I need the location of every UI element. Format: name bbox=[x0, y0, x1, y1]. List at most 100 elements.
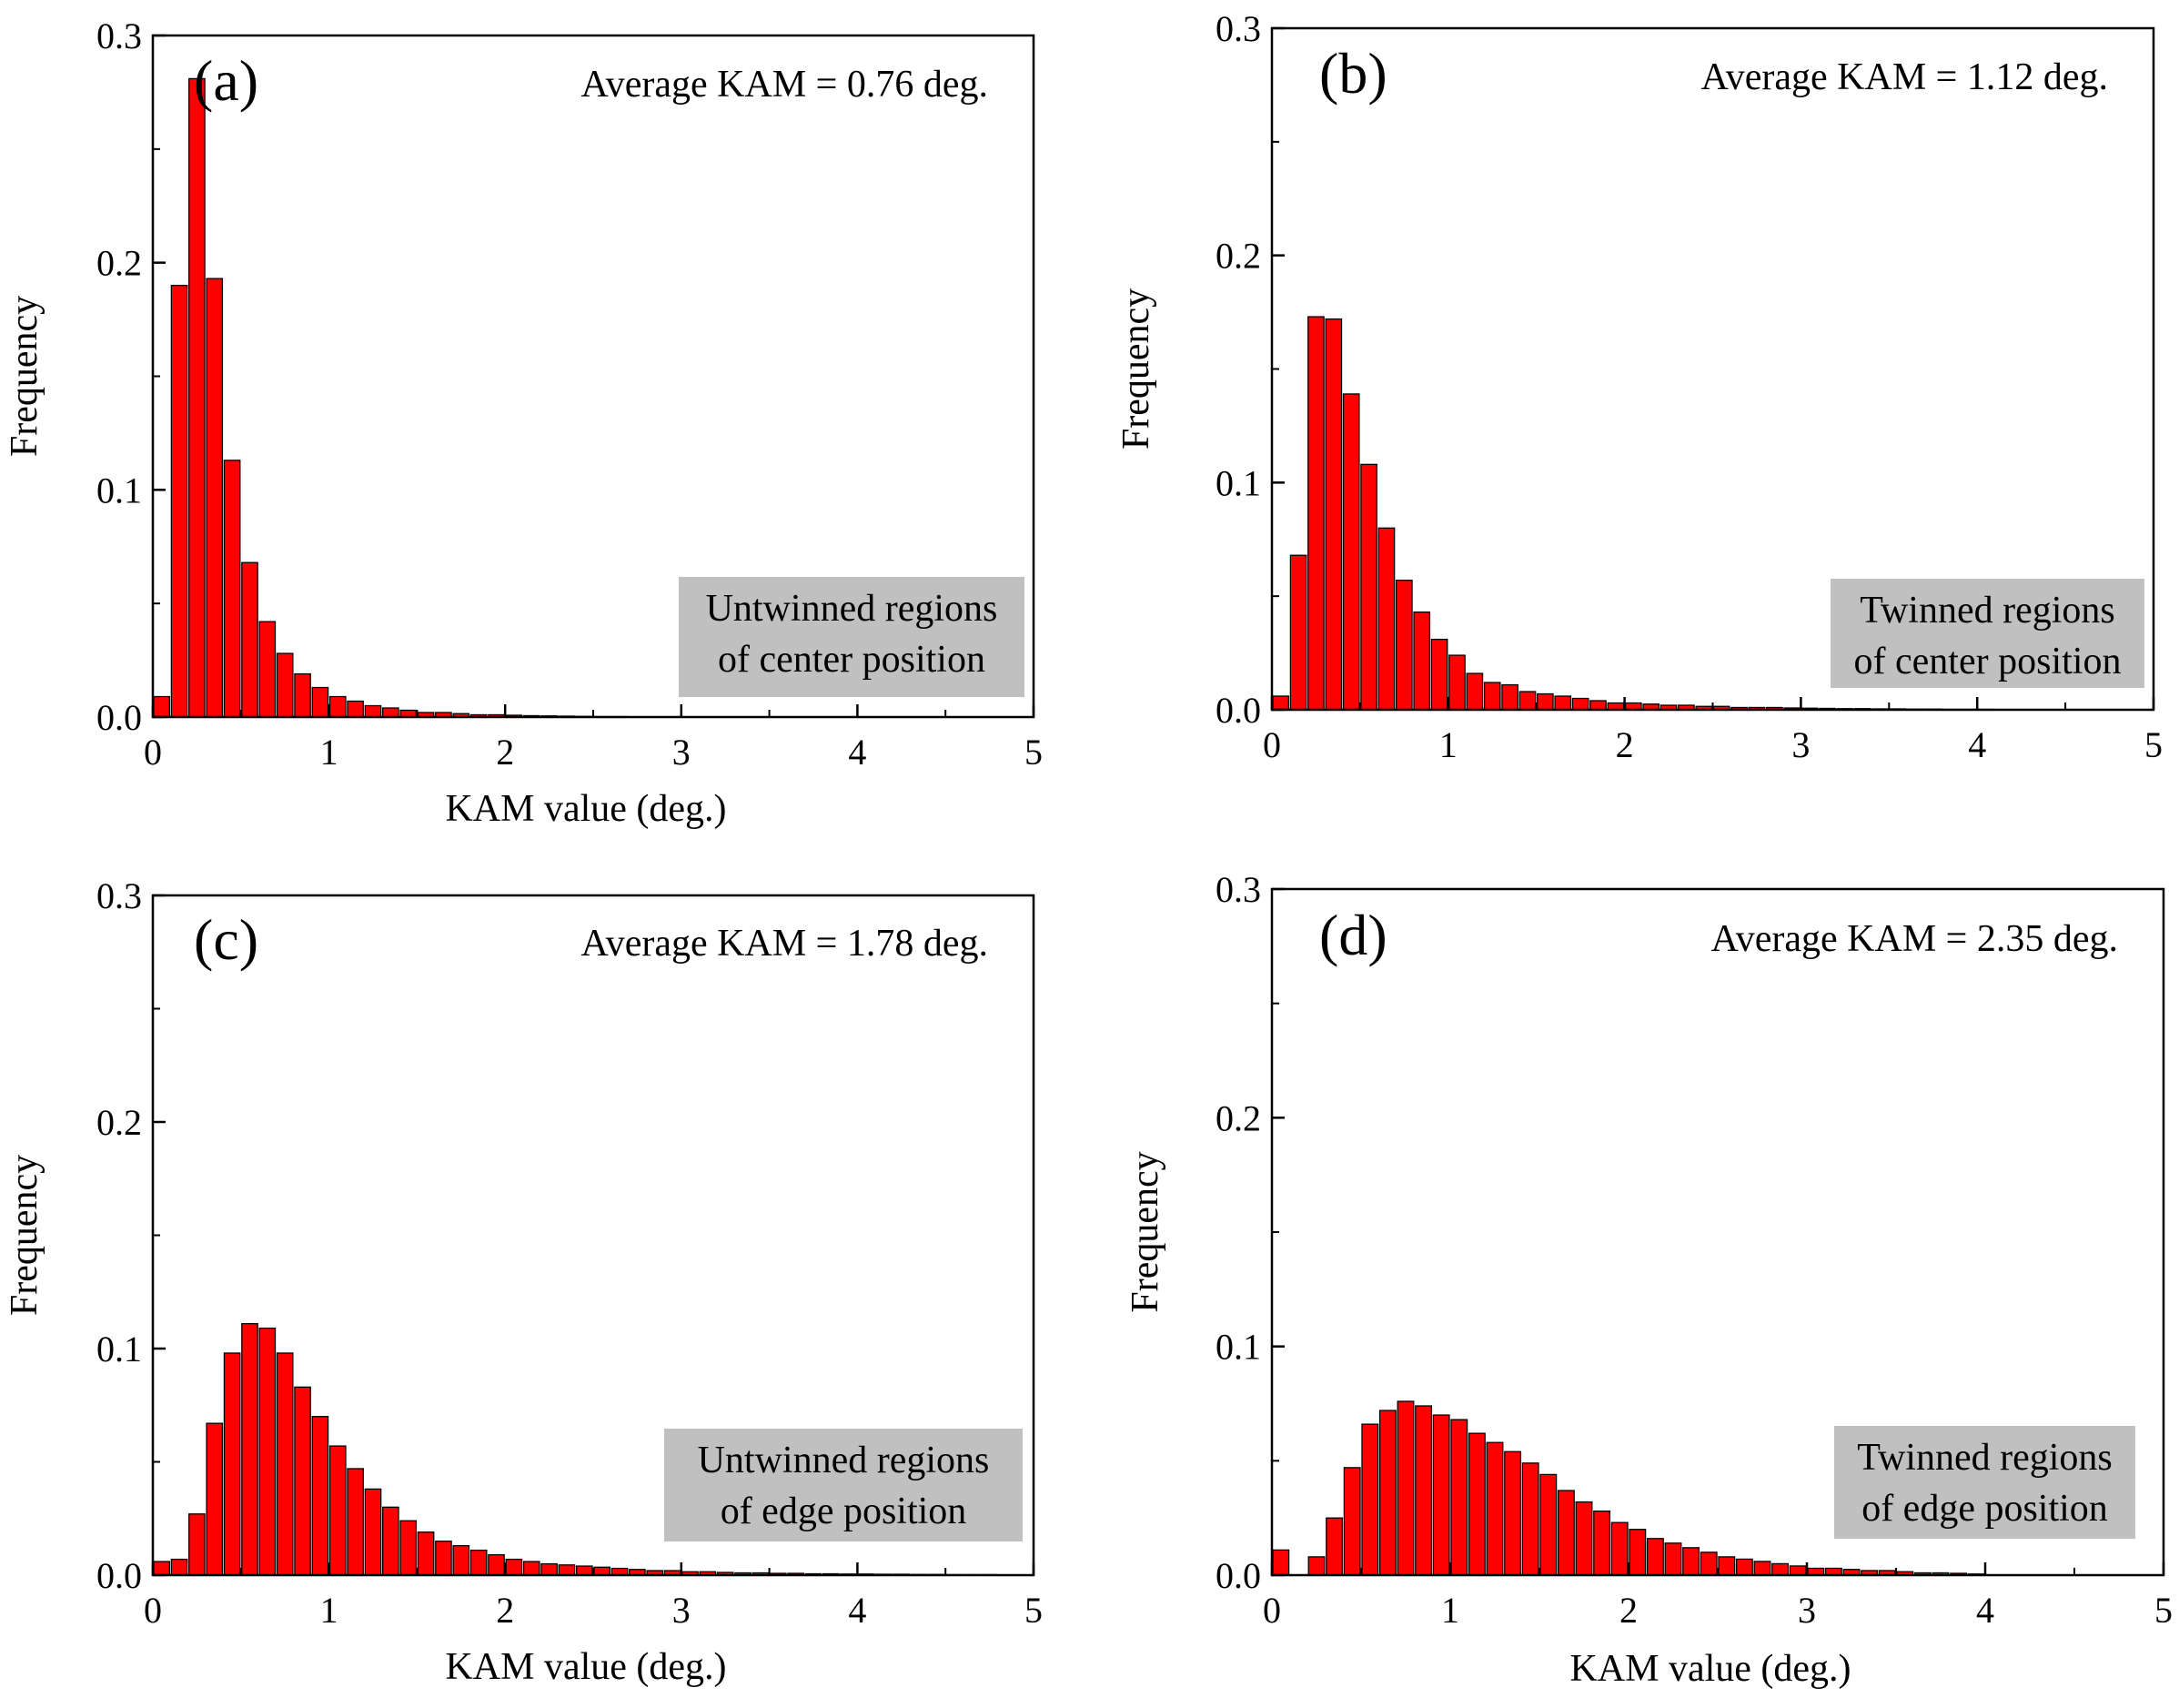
x-tick-label: 1 bbox=[1441, 1590, 1459, 1631]
bar bbox=[1571, 697, 1589, 711]
bar bbox=[188, 1513, 206, 1576]
bar bbox=[1413, 611, 1431, 711]
bar bbox=[417, 1531, 435, 1576]
bar bbox=[294, 1386, 311, 1576]
x-tick-label: 1 bbox=[320, 1590, 338, 1631]
bar bbox=[469, 1549, 488, 1576]
legend-box bbox=[664, 1429, 1023, 1541]
y-axis-label: Frequency bbox=[1115, 288, 1157, 450]
bar bbox=[1700, 1551, 1718, 1576]
panel-label: (c) bbox=[194, 907, 258, 972]
bar bbox=[540, 1562, 558, 1576]
bar bbox=[1289, 554, 1307, 711]
bar bbox=[1432, 1414, 1450, 1576]
bar bbox=[558, 1564, 576, 1576]
bar bbox=[399, 1520, 418, 1576]
x-axis-label: KAM value (deg.) bbox=[445, 1646, 726, 1688]
x-tick-label: 4 bbox=[848, 1590, 866, 1631]
bar bbox=[347, 1468, 364, 1576]
x-tick-label: 2 bbox=[496, 1590, 514, 1631]
bar bbox=[1735, 1558, 1753, 1576]
y-tick-label: 0.2 bbox=[1216, 236, 1261, 277]
bar bbox=[223, 460, 241, 718]
legend-text: of edge position bbox=[1861, 1488, 2108, 1530]
bar bbox=[1307, 316, 1325, 711]
bar bbox=[1450, 1419, 1468, 1576]
bar bbox=[1629, 1529, 1647, 1576]
legend-box bbox=[679, 577, 1024, 697]
bar bbox=[1326, 1517, 1344, 1576]
x-tick-label: 4 bbox=[1976, 1590, 1994, 1631]
x-tick-label: 3 bbox=[1791, 724, 1810, 765]
panel-a: 0 1 2 3 4 5 0.0 0.1 0.2 0.3 Frequency KAM value (de… bbox=[4, 15, 1043, 830]
panel-label: (d) bbox=[1319, 903, 1387, 967]
bar bbox=[575, 1565, 593, 1576]
bar bbox=[1557, 1490, 1575, 1576]
bar bbox=[1593, 1510, 1611, 1576]
average-kam-annotation: Average KAM = 0.76 deg. bbox=[581, 64, 988, 106]
average-kam-annotation: Average KAM = 1.78 deg. bbox=[581, 923, 988, 965]
x-tick-label: 4 bbox=[848, 732, 866, 773]
y-tick-label: 0.3 bbox=[96, 15, 142, 56]
bar bbox=[206, 1422, 224, 1576]
bar bbox=[1518, 691, 1537, 711]
bar bbox=[1539, 1473, 1558, 1576]
y-tick-label: 0.0 bbox=[1216, 690, 1261, 731]
bar bbox=[1325, 318, 1343, 711]
bar bbox=[1377, 527, 1396, 711]
x-tick-label: 5 bbox=[1024, 732, 1043, 773]
bar bbox=[1589, 700, 1607, 711]
y-tick-label: 0.0 bbox=[1216, 1555, 1261, 1596]
bar bbox=[188, 77, 206, 718]
bar bbox=[1718, 1556, 1736, 1576]
bar bbox=[364, 1488, 382, 1576]
bar bbox=[170, 284, 188, 718]
bar bbox=[241, 1322, 258, 1576]
bar bbox=[452, 1544, 470, 1576]
y-tick-label: 0.1 bbox=[96, 1329, 142, 1369]
x-tick-label: 5 bbox=[1024, 1590, 1043, 1631]
y-tick-label: 0.1 bbox=[96, 470, 142, 510]
bar bbox=[1771, 1562, 1790, 1576]
panel-label: (b) bbox=[1319, 41, 1387, 106]
bar bbox=[1397, 1400, 1415, 1576]
bar bbox=[206, 278, 224, 718]
legend-box bbox=[1831, 579, 2144, 688]
x-tick-label: 2 bbox=[496, 732, 514, 773]
average-kam-annotation: Average KAM = 2.35 deg. bbox=[1711, 918, 2118, 960]
y-tick-label: 0.0 bbox=[96, 697, 142, 738]
bar bbox=[1430, 638, 1448, 711]
x-tick-label: 2 bbox=[1616, 724, 1634, 765]
y-axis-label: Frequency bbox=[1125, 1151, 1166, 1312]
bar bbox=[153, 1561, 171, 1576]
bar bbox=[1521, 1462, 1539, 1576]
y-tick-label: 0.2 bbox=[96, 243, 142, 284]
y-tick-label: 0.3 bbox=[1216, 8, 1261, 49]
bar bbox=[1554, 695, 1572, 711]
bar bbox=[522, 1561, 540, 1576]
bar bbox=[1468, 1432, 1486, 1576]
legend-text: Untwinned regions bbox=[706, 588, 998, 630]
bar bbox=[1360, 463, 1377, 711]
x-tick-label: 0 bbox=[1263, 724, 1281, 765]
y-tick-label: 0.2 bbox=[96, 1102, 142, 1143]
y-tick-label: 0.1 bbox=[1216, 462, 1261, 503]
panel-c: 0 1 2 3 4 5 0.0 0.1 0.2 0.3 Frequency KAM value (de… bbox=[4, 875, 1043, 1688]
bar bbox=[1486, 1441, 1504, 1576]
y-tick-label: 0.3 bbox=[1216, 869, 1261, 910]
bar bbox=[364, 704, 382, 718]
bar bbox=[223, 1352, 241, 1576]
bar bbox=[1448, 654, 1466, 711]
y-tick-label: 0.3 bbox=[96, 875, 142, 916]
y-axis-label: Frequency bbox=[4, 296, 45, 457]
bar bbox=[347, 700, 364, 718]
x-tick-label: 2 bbox=[1619, 1590, 1638, 1631]
x-tick-label: 5 bbox=[2144, 724, 2163, 765]
panel-label: (a) bbox=[194, 48, 258, 113]
x-tick-label: 0 bbox=[1263, 1590, 1281, 1631]
bar bbox=[1415, 1405, 1433, 1576]
x-tick-label: 4 bbox=[1968, 724, 1986, 765]
bar bbox=[276, 652, 294, 718]
bar bbox=[1646, 1538, 1664, 1576]
legend-text: of edge position bbox=[721, 1491, 967, 1532]
